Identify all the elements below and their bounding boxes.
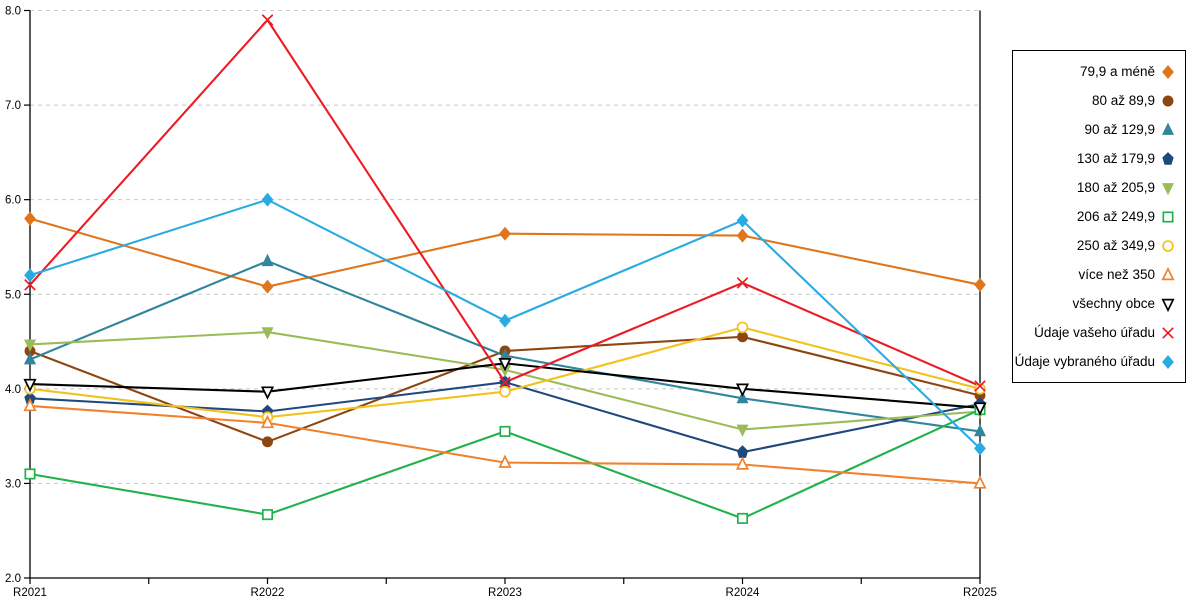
legend-item: 130 až 179,9 [1013,144,1185,173]
y-tick-label: 5.0 [5,289,21,301]
y-tick-label: 3.0 [5,478,21,490]
legend-marker-icon [1160,122,1176,138]
legend-item-label: 80 až 89,9 [1091,93,1155,108]
legend-item-label: 180 až 205,9 [1076,180,1155,195]
legend-marker-icon [1160,354,1176,370]
legend-marker-icon [1160,238,1176,254]
chart-legend: 79,9 a méně 80 až 89,9 90 až 129,9 130 až 1… [1012,50,1186,383]
legend-item-label: všechny obce [1072,296,1155,311]
legend-item-label: 250 až 349,9 [1076,238,1155,253]
legend-item: 180 až 205,9 [1013,173,1185,202]
legend-item-label: Údaje vybraného úřadu [1014,354,1155,369]
x-tick-label: R2021 [13,587,47,599]
y-tick-label: 7.0 [5,100,21,112]
y-tick-label: 4.0 [5,384,21,396]
legend-item-label: 206 až 249,9 [1076,209,1155,224]
legend-item: Údaje vašeho úřadu [1013,318,1185,347]
legend-marker-icon [1160,93,1176,109]
x-tick-label: R2023 [488,587,522,599]
x-tick-label: R2022 [251,587,285,599]
legend-marker-icon [1160,64,1176,80]
y-tick-label: 2.0 [5,573,21,585]
legend-item: více než 350 [1013,260,1185,289]
legend-item: 206 až 249,9 [1013,202,1185,231]
y-tick-label: 6.0 [5,195,21,207]
legend-marker-icon [1160,325,1176,341]
legend-item-label: Údaje vašeho úřadu [1034,325,1155,340]
x-tick-label: R2024 [726,587,760,599]
legend-item: všechny obce [1013,289,1185,318]
x-tick-label: R2025 [963,587,997,599]
legend-marker-icon [1160,296,1176,312]
legend-item: 79,9 a méně [1013,57,1185,86]
legend-item-label: více než 350 [1078,267,1155,282]
legend-item: 80 až 89,9 [1013,86,1185,115]
legend-item: 250 až 349,9 [1013,231,1185,260]
legend-item-label: 130 až 179,9 [1076,151,1155,166]
legend-item: 90 až 129,9 [1013,115,1185,144]
legend-item: Údaje vybraného úřadu [1013,347,1185,376]
legend-marker-icon [1160,209,1176,225]
legend-marker-icon [1160,266,1176,283]
legend-item-label: 90 až 129,9 [1084,122,1155,137]
y-tick-label: 8.0 [5,6,21,18]
legend-marker-icon [1160,180,1176,196]
legend-marker-icon [1160,151,1176,167]
legend-item-label: 79,9 a méně [1079,64,1155,79]
